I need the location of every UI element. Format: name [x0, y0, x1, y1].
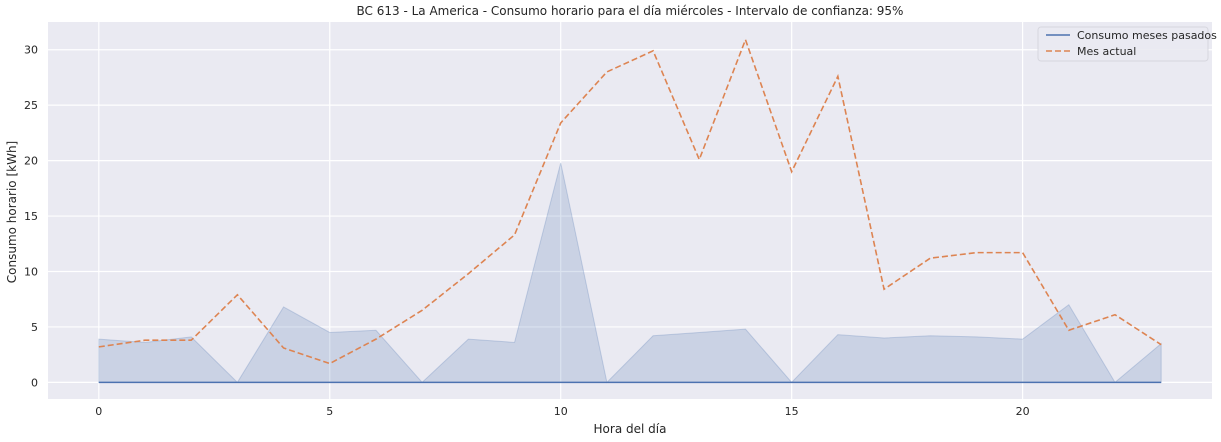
grid	[48, 22, 1212, 399]
y-tick-label: 20	[24, 155, 38, 168]
legend-label-past: Consumo meses pasados	[1077, 29, 1217, 42]
chart-title: BC 613 - La America - Consumo horario pa…	[357, 4, 904, 18]
x-tick-label: 0	[95, 405, 102, 418]
x-tick-label: 5	[326, 405, 333, 418]
y-tick-label: 30	[24, 44, 38, 57]
y-tick-label: 10	[24, 265, 38, 278]
x-ticks: 0 5 10 15 20	[95, 405, 1029, 418]
x-axis-label: Hora del día	[594, 422, 667, 436]
x-tick-label: 10	[554, 405, 568, 418]
y-tick-label: 25	[24, 99, 38, 112]
plot-area	[48, 22, 1212, 399]
x-tick-label: 20	[1016, 405, 1030, 418]
series-line-1	[98, 37, 1162, 365]
series-lines	[98, 37, 1162, 384]
legend-box	[1037, 26, 1209, 62]
legend-label-current: Mes actual	[1077, 45, 1136, 58]
y-tick-label: 15	[24, 210, 38, 223]
y-ticks: 0 5 10 15 20 25 30	[24, 44, 38, 390]
x-tick-label: 15	[785, 405, 799, 418]
y-axis-label: Consumo horario [kWh]	[5, 141, 19, 283]
y-tick-label: 0	[31, 376, 38, 389]
legend: Consumo meses pasados Mes actual	[1037, 26, 1217, 62]
y-tick-label: 5	[31, 321, 38, 334]
